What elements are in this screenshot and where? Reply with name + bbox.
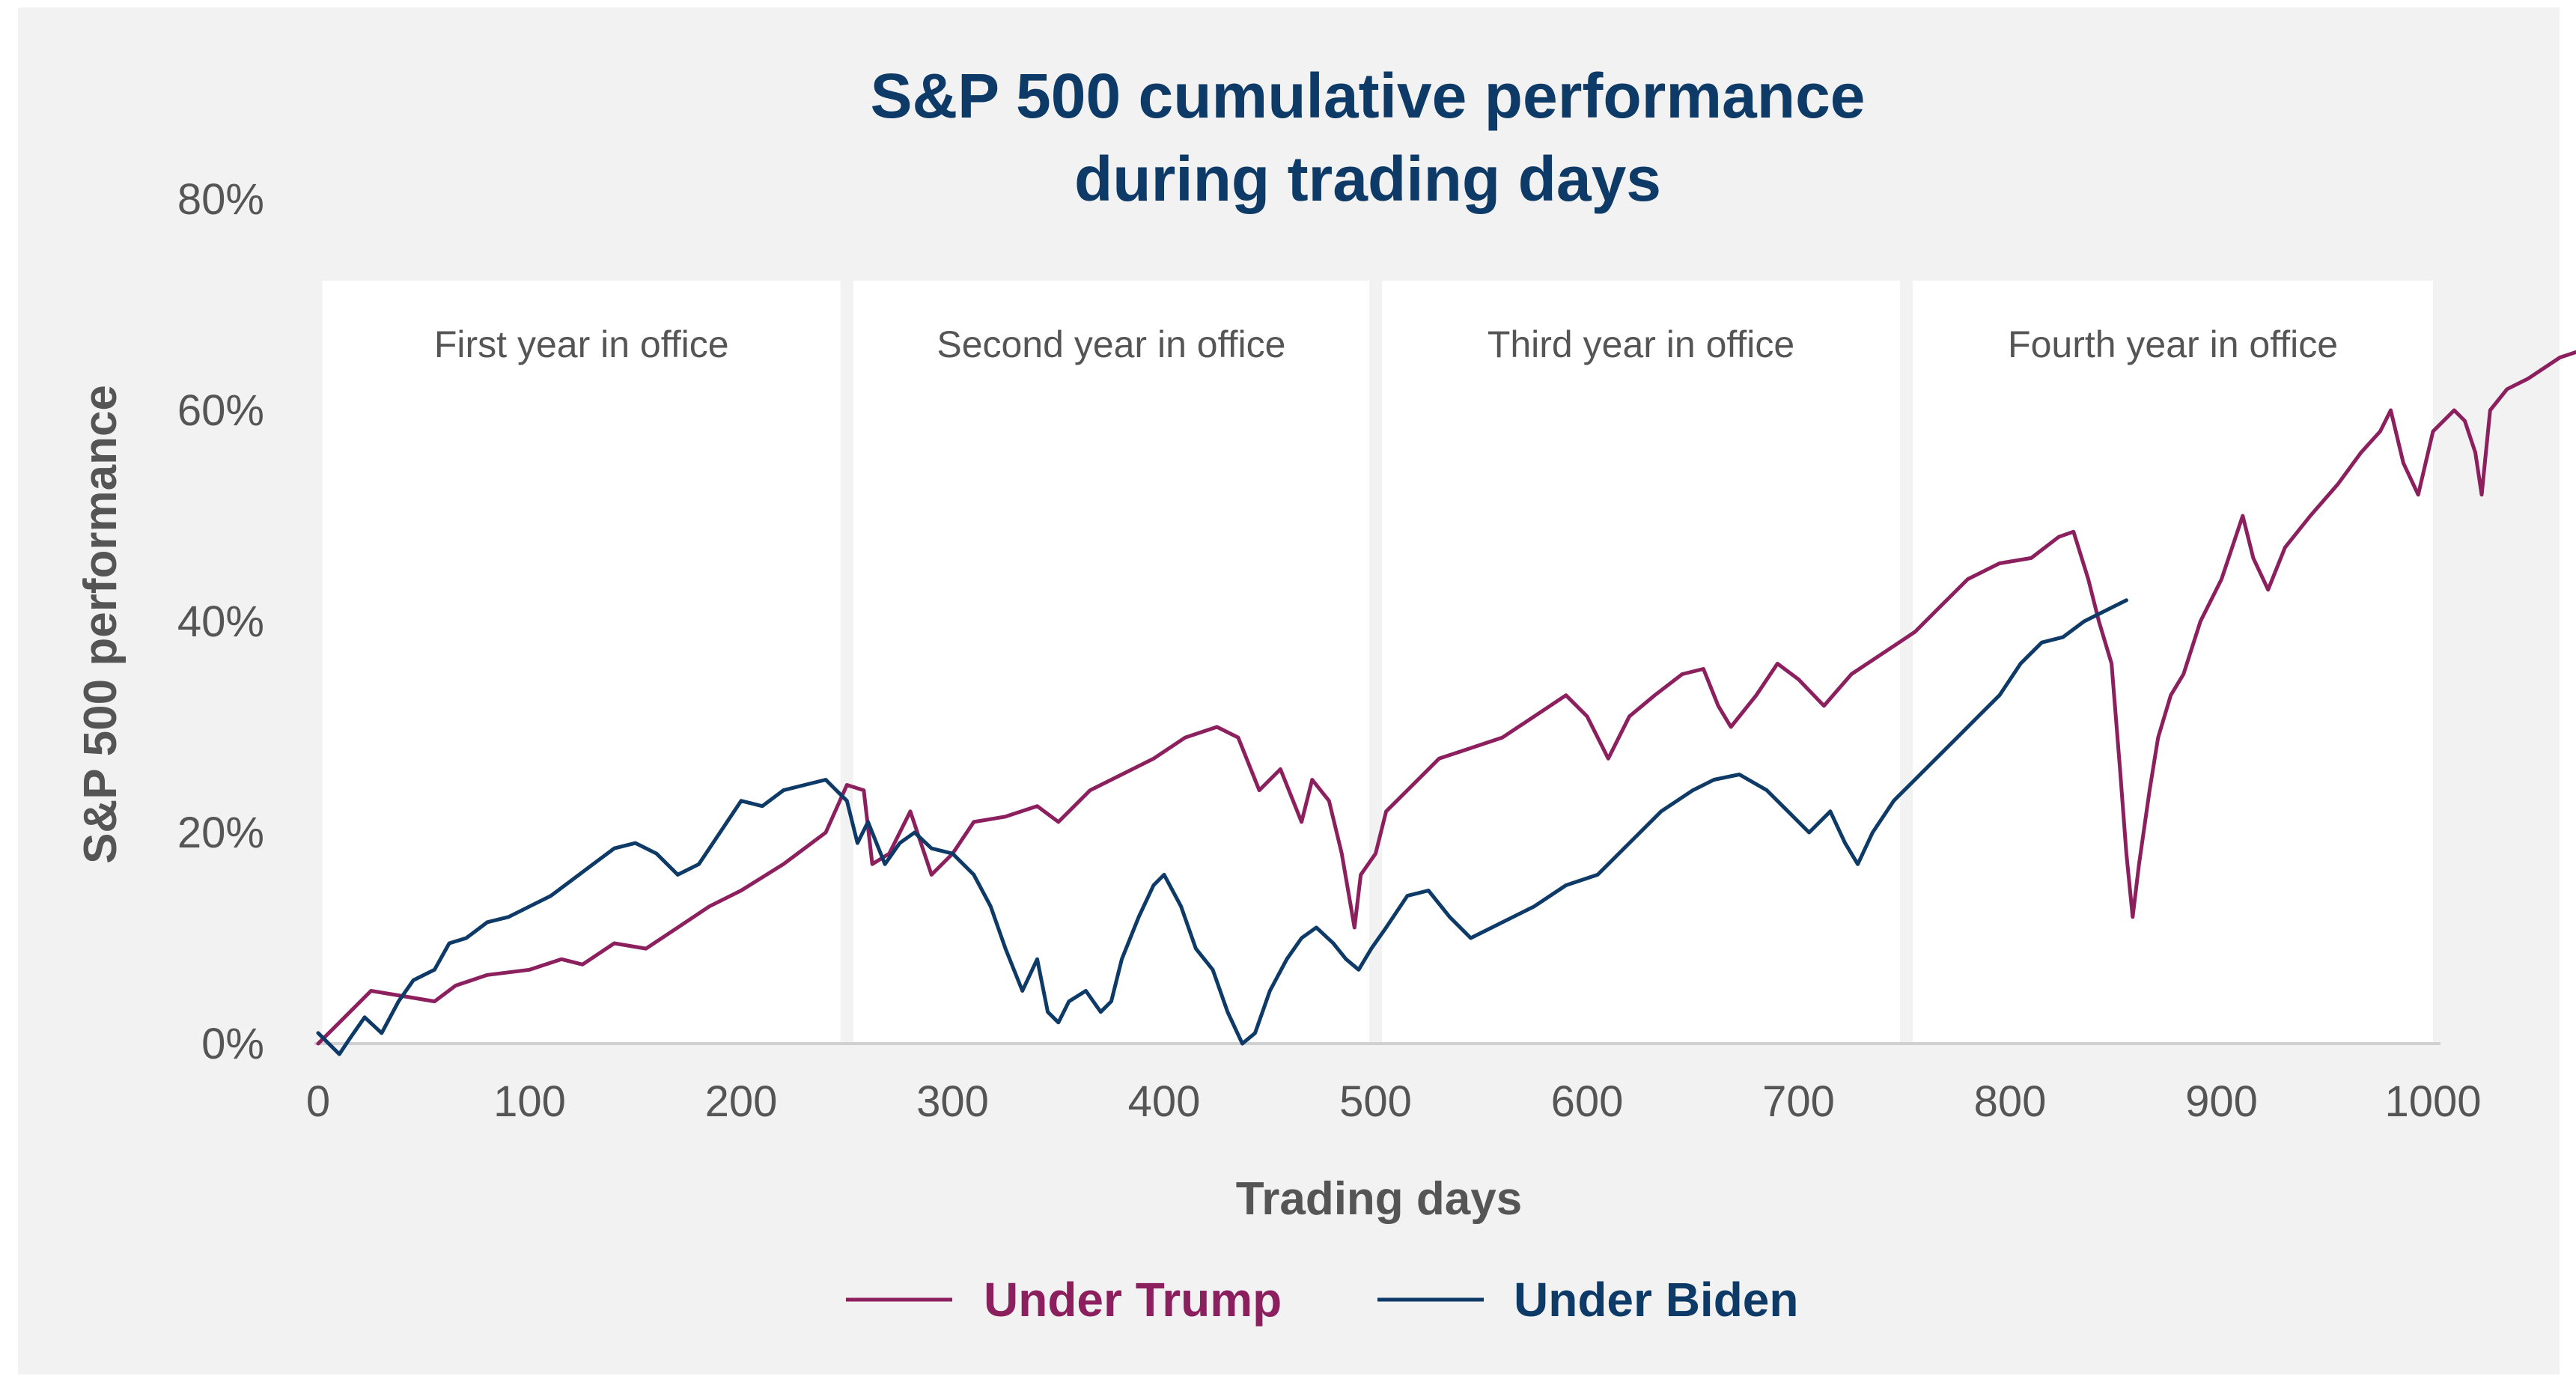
x-tick-label: 0 bbox=[306, 1077, 330, 1126]
y-tick-label: 0% bbox=[201, 1020, 264, 1068]
x-tick-label: 300 bbox=[916, 1077, 989, 1126]
x-tick-label: 700 bbox=[1762, 1077, 1835, 1126]
year-band-1 bbox=[322, 281, 841, 1044]
x-tick-label: 900 bbox=[2185, 1077, 2258, 1126]
year-band-label-1: First year in office bbox=[434, 323, 729, 365]
x-tick-label: 600 bbox=[1551, 1077, 1624, 1126]
x-tick-label: 400 bbox=[1128, 1077, 1201, 1126]
x-tick-label: 1000 bbox=[2384, 1077, 2481, 1126]
y-axis-title: S&P 500 performance bbox=[75, 385, 127, 864]
y-axis-ticks: 0% 20% 40% 60% 80% bbox=[177, 175, 264, 1068]
year-band-4 bbox=[1913, 281, 2433, 1044]
x-tick-label: 100 bbox=[493, 1077, 566, 1126]
x-tick-label: 200 bbox=[705, 1077, 778, 1126]
series-lines bbox=[316, 350, 2576, 1056]
legend-item-biden: Under Biden bbox=[1377, 1273, 1798, 1327]
legend-label-trump: Under Trump bbox=[984, 1273, 1282, 1327]
year-band-label-3: Third year in office bbox=[1488, 323, 1794, 365]
legend-label-biden: Under Biden bbox=[1514, 1273, 1798, 1327]
x-axis-title: Trading days bbox=[1236, 1173, 1522, 1225]
chart-title-line-1: S&P 500 cumulative performance bbox=[870, 61, 1865, 131]
year-bands: First year in office Second year in offic… bbox=[322, 281, 2433, 1044]
series-line-trump bbox=[316, 350, 2576, 1046]
y-tick-label: 40% bbox=[177, 597, 264, 646]
x-axis-ticks: 0 100 200 300 400 500 600 700 800 900 1000 bbox=[306, 1077, 2482, 1126]
year-band-label-2: Second year in office bbox=[937, 323, 1285, 365]
series-line-biden bbox=[316, 598, 2128, 1056]
x-tick-label: 500 bbox=[1339, 1077, 1412, 1126]
year-band-2 bbox=[853, 281, 1370, 1044]
chart-title-line-2: during trading days bbox=[1074, 144, 1661, 214]
x-tick-label: 800 bbox=[1974, 1077, 2047, 1126]
legend-item-trump: Under Trump bbox=[846, 1273, 1282, 1327]
y-tick-label: 20% bbox=[177, 809, 264, 857]
year-band-label-4: Fourth year in office bbox=[2008, 323, 2338, 365]
year-band-3 bbox=[1381, 281, 1901, 1044]
y-tick-label: 80% bbox=[177, 175, 264, 224]
legend: Under Trump Under Biden bbox=[846, 1273, 1798, 1327]
y-tick-label: 60% bbox=[177, 386, 264, 435]
